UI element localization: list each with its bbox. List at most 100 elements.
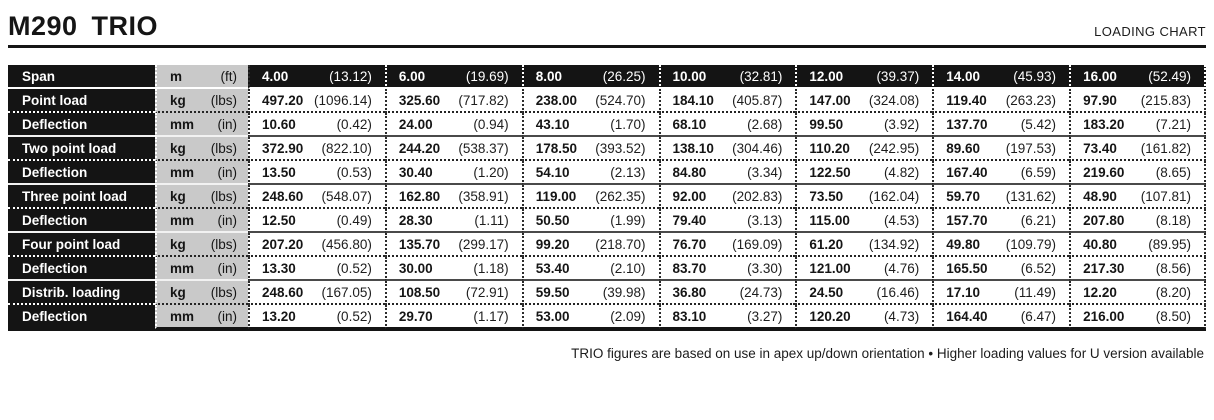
metric-value: 164.40: [946, 308, 988, 324]
row-label: Deflection: [8, 161, 155, 185]
imperial-value: (167.05): [321, 284, 372, 300]
row-label: Deflection: [8, 209, 155, 233]
metric-value: 10.00: [672, 68, 707, 84]
unit-metric: mm: [170, 212, 195, 228]
unit-metric: kg: [170, 92, 186, 108]
metric-value: 207.80: [1083, 212, 1125, 228]
value-cell: 83.10 (3.27): [658, 305, 796, 329]
chart-label: LOADING CHART: [1094, 24, 1206, 39]
imperial-value: (134.92): [868, 236, 920, 252]
value-cell: 110.20 (242.95): [795, 137, 933, 161]
metric-value: 76.70: [672, 236, 707, 252]
metric-value: 36.80: [672, 284, 707, 300]
table-row: Two point load kg (lbs) 372.90 (822.10) …: [8, 137, 1206, 161]
row-unit-cell: mm (in): [155, 257, 248, 281]
imperial-value: (16.46): [876, 284, 920, 300]
unit-metric: mm: [170, 116, 195, 132]
metric-value: 12.00: [809, 68, 844, 84]
metric-value: 178.50: [535, 140, 577, 156]
metric-value: 54.10: [535, 164, 570, 180]
value-cell: 165.50 (6.52): [932, 257, 1070, 281]
imperial-value: (8.20): [1155, 284, 1191, 300]
imperial-value: (1.70): [610, 116, 646, 132]
imperial-value: (2.13): [610, 164, 646, 180]
row-label: Distrib. loading: [8, 281, 155, 305]
value-cell: 325.60 (717.82): [384, 89, 522, 113]
metric-value: 68.10: [672, 116, 707, 132]
metric-value: 248.60: [262, 284, 304, 300]
value-cell: 50.50 (1.99): [521, 209, 659, 233]
page-header: M290 TRIO LOADING CHART: [8, 6, 1206, 42]
metric-value: 29.70: [398, 308, 433, 324]
row-label: Deflection: [8, 113, 155, 137]
value-cell: 16.00 (52.49): [1069, 65, 1206, 89]
value-cell: 244.20 (538.37): [384, 137, 522, 161]
value-cell: 36.80 (24.73): [658, 281, 796, 305]
metric-value: 49.80: [946, 236, 981, 252]
value-cell: 248.60 (548.07): [248, 185, 385, 209]
imperial-value: (24.73): [739, 284, 783, 300]
row-unit-cell: mm (in): [155, 113, 248, 137]
metric-value: 157.70: [946, 212, 988, 228]
value-cell: 73.40 (161.82): [1069, 137, 1206, 161]
value-cell: 10.00 (32.81): [658, 65, 796, 89]
unit-metric: kg: [170, 284, 186, 300]
metric-value: 115.00: [809, 212, 850, 228]
value-cell: 24.50 (16.46): [795, 281, 933, 305]
imperial-value: (39.98): [602, 284, 646, 300]
imperial-value: (1.11): [474, 212, 509, 228]
metric-value: 12.50: [262, 212, 296, 228]
imperial-value: (393.52): [595, 140, 646, 156]
value-cell: 28.30 (1.11): [384, 209, 522, 233]
imperial-value: (456.80): [321, 236, 372, 252]
value-cell: 219.60 (8.65): [1069, 161, 1206, 185]
value-cell: 54.10 (2.13): [521, 161, 659, 185]
metric-value: 6.00: [398, 68, 426, 84]
imperial-value: (0.53): [336, 164, 372, 180]
page-title: M290 TRIO: [8, 11, 158, 42]
value-cell: 30.40 (1.20): [384, 161, 522, 185]
metric-value: 50.50: [535, 212, 570, 228]
imperial-value: (169.09): [732, 236, 783, 252]
unit-metric: m: [170, 68, 183, 84]
imperial-value: (3.13): [747, 212, 783, 228]
value-cell: 167.40 (6.59): [932, 161, 1070, 185]
value-cell: 68.10 (2.68): [658, 113, 796, 137]
value-cell: 115.00 (4.53): [795, 209, 933, 233]
value-cell: 43.10 (1.70): [521, 113, 659, 137]
unit-imperial: (lbs): [210, 92, 237, 108]
imperial-value: (107.81): [1140, 188, 1191, 204]
metric-value: 8.00: [535, 68, 562, 84]
value-cell: 248.60 (167.05): [248, 281, 385, 305]
metric-value: 238.00: [535, 92, 577, 108]
imperial-value: (263.23): [1005, 92, 1057, 108]
metric-value: 73.40: [1083, 140, 1117, 156]
imperial-value: (215.83): [1140, 92, 1191, 108]
imperial-value: (3.34): [747, 164, 783, 180]
metric-value: 119.00: [535, 188, 577, 204]
value-cell: 122.50 (4.82): [795, 161, 933, 185]
unit-metric: kg: [170, 140, 186, 156]
value-cell: 24.00 (0.94): [384, 113, 522, 137]
value-cell: 30.00 (1.18): [384, 257, 522, 281]
table-row: Span m (ft) 4.00 (13.12) 6.00 (19.69) 8.…: [8, 65, 1206, 89]
metric-value: 497.20: [262, 92, 304, 108]
imperial-value: (8.65): [1155, 164, 1191, 180]
imperial-value: (4.73): [883, 308, 920, 324]
imperial-value: (822.10): [321, 140, 372, 156]
row-label: Deflection: [8, 257, 155, 281]
value-cell: 49.80 (109.79): [932, 233, 1070, 257]
header-rule: [8, 45, 1206, 48]
imperial-value: (717.82): [458, 92, 509, 108]
loading-chart-page: M290 TRIO LOADING CHART Span m (ft) 4.00…: [8, 6, 1206, 361]
imperial-value: (1096.14): [314, 92, 372, 108]
value-cell: 372.90 (822.10): [248, 137, 385, 161]
table-row: Distrib. loading kg (lbs) 248.60 (167.05…: [8, 281, 1206, 305]
imperial-value: (0.49): [336, 212, 372, 228]
metric-value: 92.00: [672, 188, 707, 204]
imperial-value: (131.62): [1005, 188, 1057, 204]
imperial-value: (162.04): [868, 188, 920, 204]
value-cell: 216.00 (8.50): [1069, 305, 1206, 329]
metric-value: 4.00: [262, 68, 289, 84]
unit-imperial: (in): [217, 260, 238, 276]
